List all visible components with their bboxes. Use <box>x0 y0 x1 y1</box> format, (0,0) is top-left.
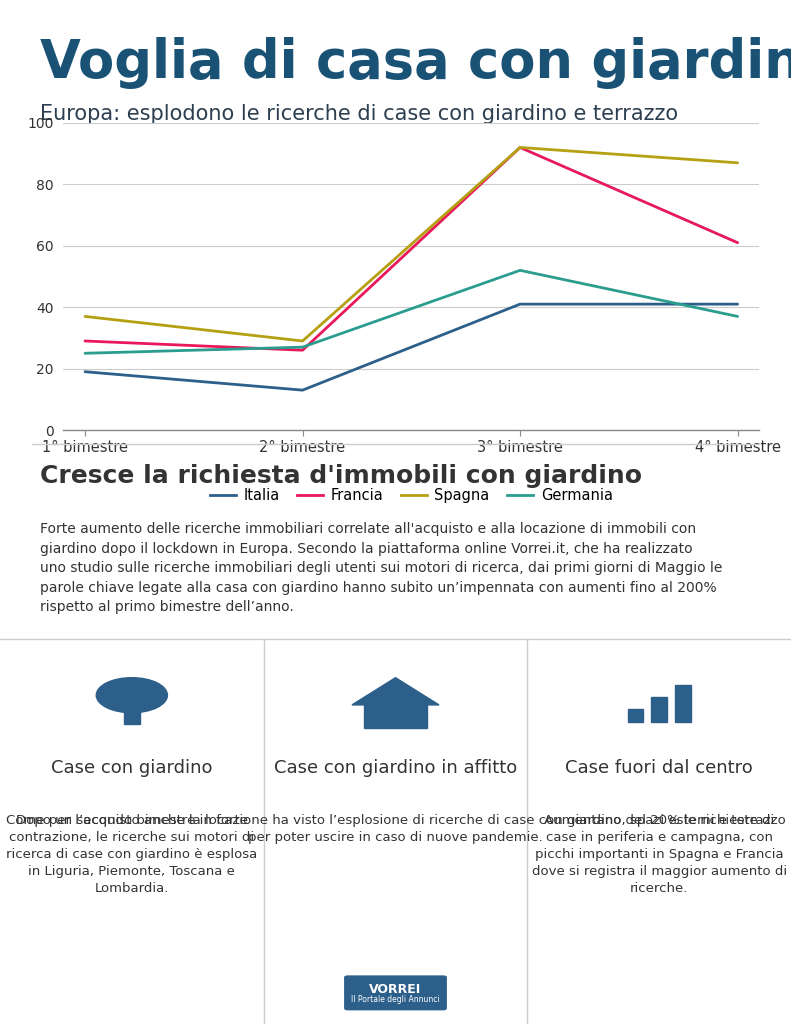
Bar <box>627 709 643 723</box>
Text: Aumentano del 20% le richieste di case in periferia e campagna, con picchi impor: Aumentano del 20% le richieste di case i… <box>532 814 787 895</box>
Circle shape <box>97 678 168 713</box>
Text: VORREI: VORREI <box>369 983 422 996</box>
Text: Case con giardino: Case con giardino <box>51 760 213 777</box>
Bar <box>651 697 667 723</box>
Text: Dopo un secondo bimestre in forte contrazione, le ricerche sui motori di ricerca: Dopo un secondo bimestre in forte contra… <box>6 814 257 895</box>
Text: Case fuori dal centro: Case fuori dal centro <box>566 760 753 777</box>
Legend: Italia, Francia, Spagna, Germania: Italia, Francia, Spagna, Germania <box>204 482 619 509</box>
Bar <box>675 685 691 723</box>
Bar <box>364 701 427 728</box>
Text: Forte aumento delle ricerche immobiliari correlate all'acquisto e alla locazione: Forte aumento delle ricerche immobiliari… <box>40 522 722 614</box>
Text: Case con giardino in affitto: Case con giardino in affitto <box>274 760 517 777</box>
Text: Cresce la richiesta d'immobili con giardino: Cresce la richiesta d'immobili con giard… <box>40 464 642 487</box>
FancyBboxPatch shape <box>344 975 447 1011</box>
Text: Europa: esplodono le ricerche di case con giardino e terrazzo: Europa: esplodono le ricerche di case co… <box>40 103 678 124</box>
Polygon shape <box>352 678 439 705</box>
Text: Voglia di casa con giardino: Voglia di casa con giardino <box>40 37 791 89</box>
Bar <box>124 705 140 724</box>
Text: Il Portale degli Annunci: Il Portale degli Annunci <box>351 995 440 1005</box>
Text: Come per l’acquisto anche la locazione ha visto l’esplosione di ricerche di case: Come per l’acquisto anche la locazione h… <box>6 814 785 844</box>
